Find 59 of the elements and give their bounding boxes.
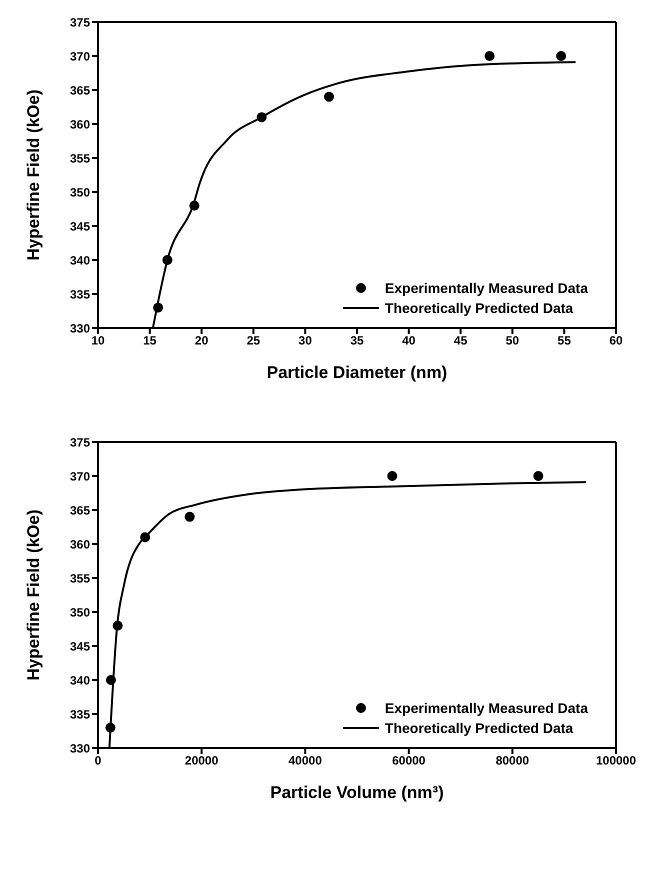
- point: [153, 302, 164, 313]
- x-tick-label: 100000: [596, 754, 636, 768]
- x-tick-label: 15: [143, 334, 157, 348]
- x-tick-label: 60: [609, 334, 623, 348]
- x-tick-label: 60000: [392, 754, 426, 768]
- point: [556, 51, 566, 61]
- point: [324, 92, 334, 102]
- x-tick-label: 0: [94, 754, 102, 768]
- y-tick-label: 345: [70, 219, 90, 234]
- legend-label: Theoretically Predicted Data: [384, 299, 574, 318]
- x-tick-label: 25: [246, 334, 260, 348]
- legend-label: Theoretically Predicted Data: [384, 719, 574, 738]
- y-tick-label: 360: [70, 117, 90, 132]
- y-tick-label: 330: [70, 741, 90, 756]
- x-tick-label: 30: [298, 334, 312, 348]
- y-tick-label: 355: [70, 571, 90, 586]
- x-tick-label: 55: [558, 334, 572, 348]
- y-tick-label: 345: [70, 639, 90, 654]
- point: [189, 200, 200, 211]
- y-tick-label: 350: [70, 605, 90, 620]
- point: [484, 51, 495, 61]
- x-tick-label: 35: [350, 334, 364, 348]
- point: [105, 722, 116, 733]
- point: [162, 255, 172, 265]
- y-tick-label: 335: [70, 707, 90, 722]
- point: [533, 471, 544, 481]
- y-tick-label: 340: [70, 673, 90, 688]
- x-tick-label: 50: [506, 334, 520, 348]
- y-tick-label: 340: [70, 253, 90, 268]
- y-tick-label: 375: [70, 15, 90, 30]
- point: [112, 620, 123, 631]
- y-tick-label: 360: [70, 537, 90, 552]
- point: [106, 675, 116, 685]
- y-tick-label: 350: [70, 185, 90, 200]
- x-axis-title: Particle Diameter (nm): [266, 363, 448, 382]
- y-tick-label: 335: [70, 287, 90, 302]
- y-tick-label: 365: [70, 503, 90, 518]
- x-tick-label: 40: [402, 334, 416, 348]
- x-tick-label: 20000: [184, 754, 219, 768]
- y-tick-label: 355: [70, 151, 90, 166]
- y-tick-label: 365: [70, 83, 90, 98]
- x-tick-label: 10: [91, 334, 105, 348]
- x-tick-label: 20: [194, 334, 209, 348]
- x-tick-label: 80000: [496, 754, 530, 768]
- legend-label: Experimentally Measured Data: [384, 279, 588, 298]
- point: [387, 471, 398, 481]
- point: [184, 512, 195, 522]
- y-tick-label: 370: [70, 49, 90, 64]
- y-tick-label: 330: [70, 321, 90, 336]
- legend-label: Experimentally Measured Data: [384, 699, 588, 718]
- x-tick-label: 40000: [288, 754, 322, 768]
- y-tick-label: 375: [70, 435, 90, 450]
- x-tick-label: 45: [454, 334, 468, 348]
- point: [140, 532, 150, 542]
- point: [256, 112, 267, 122]
- y-tick-label: 370: [70, 469, 90, 484]
- y-axis-title: Hyperfine Field (kOe): [24, 90, 44, 260]
- x-axis-title: Particle Volume (nm³): [270, 783, 444, 802]
- y-axis-title: Hyperfine Field (kOe): [24, 510, 44, 680]
